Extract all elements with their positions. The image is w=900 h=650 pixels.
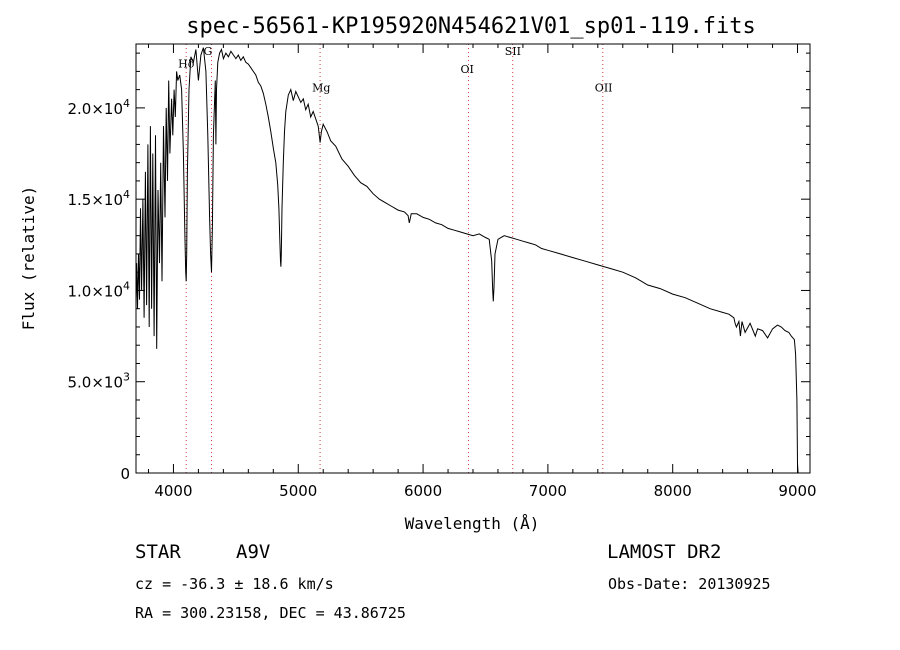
x-tick-label: 4000 bbox=[154, 482, 192, 500]
line-label: G bbox=[204, 45, 213, 58]
y-tick-mantissa: 5.0×10 bbox=[67, 374, 123, 392]
x-tick-label: 5000 bbox=[279, 482, 317, 500]
spectral-subclass: A9V bbox=[236, 541, 271, 563]
x-axis-ticks: 4000 5000 6000 7000 8000 9000 bbox=[147, 44, 817, 500]
y-tick-exponent: 4 bbox=[123, 97, 130, 110]
y-tick-mantissa: 1.0×10 bbox=[67, 282, 123, 300]
chart-title: spec-56561-KP195920N454621V01_sp01-119.f… bbox=[186, 14, 756, 39]
y-tick-label: 2.0×104 bbox=[67, 97, 130, 118]
y-tick-mantissa: 1.5×10 bbox=[67, 191, 123, 209]
x-tick-label: 7000 bbox=[529, 482, 567, 500]
y-tick-exponent: 4 bbox=[123, 279, 130, 292]
y-tick-mantissa: 0 bbox=[120, 465, 130, 483]
y-tick-label: 1.0×104 bbox=[67, 279, 130, 300]
object-class: STAR bbox=[135, 541, 181, 563]
x-tick-label: 8000 bbox=[654, 482, 692, 500]
obs-date-text: Obs-Date: 20130925 bbox=[608, 575, 771, 593]
reference-lines bbox=[185, 44, 604, 473]
redshift-text: cz = -36.3 ± 18.6 km/s bbox=[135, 575, 334, 593]
y-tick-label: 1.5×104 bbox=[67, 188, 130, 209]
x-axis-label: Wavelength (Å) bbox=[405, 514, 540, 533]
x-tick-label: 9000 bbox=[778, 482, 816, 500]
line-label: OI bbox=[461, 63, 474, 76]
y-axis-label: Flux (relative) bbox=[19, 186, 38, 331]
plot-frame bbox=[135, 43, 811, 474]
spectrum-line bbox=[135, 47, 799, 474]
x-tick-label: 6000 bbox=[404, 482, 442, 500]
y-tick-exponent: 3 bbox=[123, 371, 130, 384]
survey-name: LAMOST DR2 bbox=[607, 541, 722, 563]
line-label: Mg bbox=[312, 81, 330, 94]
line-label: SII bbox=[505, 45, 521, 58]
y-tick-label: 5.0×103 bbox=[67, 371, 130, 392]
line-label: OII bbox=[595, 81, 613, 94]
y-tick-mantissa: 2.0×10 bbox=[67, 100, 123, 118]
y-tick-label: 0 bbox=[120, 465, 130, 483]
radec-text: RA = 300.23158, DEC = 43.86725 bbox=[135, 604, 406, 622]
y-tick-exponent: 4 bbox=[123, 188, 130, 201]
